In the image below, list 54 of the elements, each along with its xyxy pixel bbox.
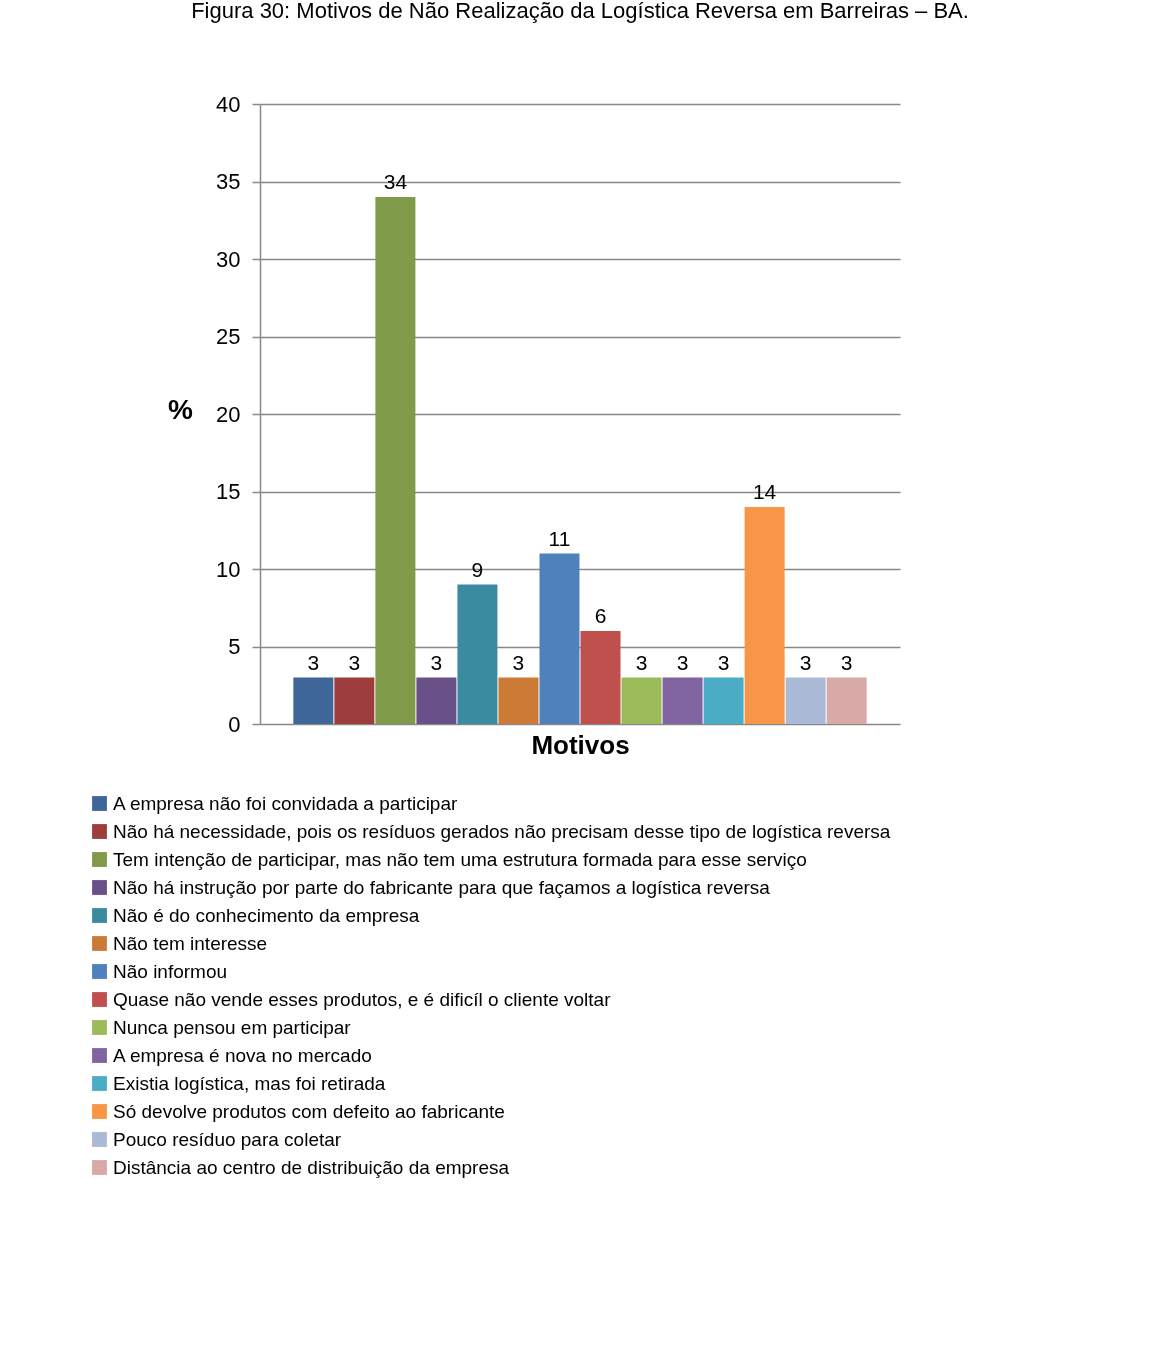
data-label: 3 [717, 650, 730, 674]
chart-title: Figura 30: Motivos de Não Realização da Logística Reversa em Barreiras – BA. [191, 0, 969, 23]
bar [785, 677, 826, 724]
y-tick-label: 0 [228, 711, 241, 737]
legend-label: A empresa não foi convidada a participar [113, 792, 458, 814]
legend-label: Pouco resíduo para coletar [113, 1128, 342, 1150]
legend-label: Distância ao centro de distribuição da empresa [113, 1156, 510, 1178]
y-tick-label: 20 [216, 401, 241, 427]
bar [416, 677, 457, 724]
bar [539, 553, 580, 724]
legend-label: Só devolve produtos com defeito ao fabricante [113, 1100, 505, 1122]
data-label: 9 [471, 557, 484, 581]
legend-label: Quase não vende esses produtos, e é dificíl o cliente voltar [113, 988, 612, 1010]
data-label: 14 [752, 480, 777, 503]
y-tick-label: 25 [216, 324, 241, 349]
legend-label: A empresa é nova no mercado [113, 1044, 372, 1066]
bar [580, 631, 621, 724]
data-label: 3 [512, 650, 525, 674]
legend-label: Tem intenção de participar, mas não tem uma estrutura formada para esse serviço [113, 848, 807, 870]
data-label: 3 [348, 650, 361, 674]
bar [662, 677, 703, 724]
legend-label: Não tem interesse [113, 932, 268, 954]
legend-label: Não há instrução por parte do fabricante para que façamos a logística reversa [113, 876, 771, 898]
legend-label: Não há necessidade, pois os resíduos gerados não precisam desse tipo de logística reversa [113, 820, 891, 842]
data-label: 3 [430, 650, 443, 674]
bar [826, 677, 867, 724]
data-label: 6 [594, 604, 607, 627]
data-label: 34 [383, 170, 408, 193]
legend-label: Não é do conhecimento da empresa [113, 904, 420, 926]
y-tick-label: 10 [216, 556, 241, 582]
bar [744, 507, 785, 724]
legend-label: Existia logística, mas foi retirada [113, 1072, 386, 1094]
y-axis-title: % [168, 393, 194, 425]
y-tick-label: 30 [216, 246, 241, 272]
bar [621, 677, 662, 724]
bar [703, 677, 744, 724]
data-label: 3 [307, 650, 320, 674]
x-axis-title: Motivos [531, 729, 630, 760]
data-label: 3 [676, 650, 689, 674]
data-label: 11 [548, 526, 571, 550]
data-label: 3 [799, 650, 812, 674]
y-tick-label: 35 [216, 169, 241, 194]
y-tick-label: 5 [228, 634, 241, 659]
legend-label: Nunca pensou em participar [113, 1016, 352, 1038]
y-tick-label: 15 [216, 479, 241, 504]
bar [375, 197, 416, 724]
bar [498, 677, 539, 724]
bar [334, 677, 375, 724]
legend-label: Não informou [113, 960, 228, 982]
y-tick-label: 40 [216, 91, 241, 117]
data-label: 3 [635, 650, 648, 674]
bar [457, 584, 498, 724]
bar [293, 677, 334, 724]
data-label: 3 [840, 650, 853, 674]
